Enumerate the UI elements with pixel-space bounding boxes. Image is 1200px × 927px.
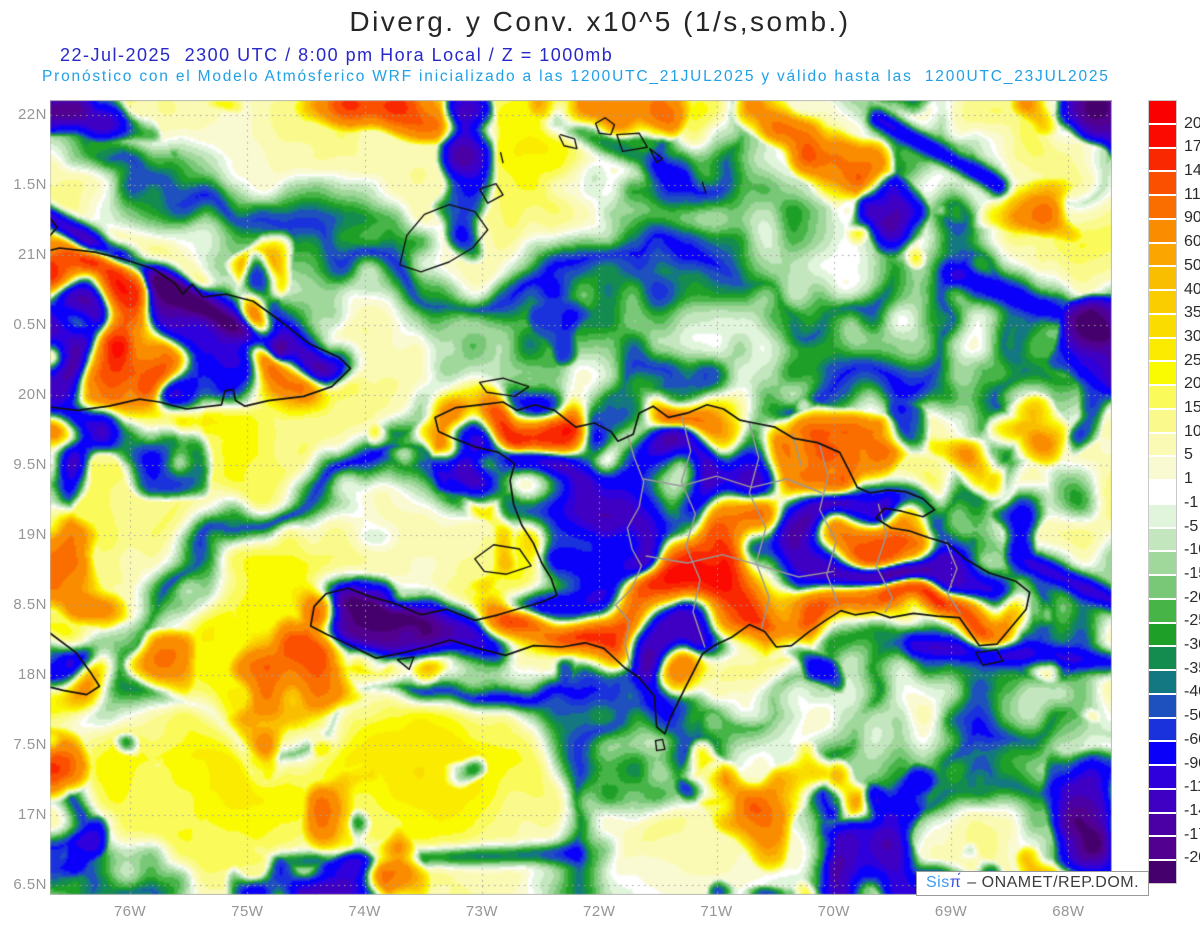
colorbar-cell [1149, 599, 1176, 624]
colorbar-tick-label: 140 [1184, 162, 1200, 180]
colorbar-tick-label: -90 [1184, 754, 1200, 772]
lat-tick-label: 9.5N [13, 456, 47, 473]
colorbar-cell [1149, 338, 1176, 363]
brand-sis: Sis [926, 874, 950, 891]
colorbar-cell [1149, 267, 1176, 291]
page-title: Diverg. y Conv. x10^5 (1/s,somb.) [349, 6, 851, 37]
lon-tick-label: 76W [113, 903, 147, 920]
lat-tick-label: 18N [17, 666, 47, 683]
colorbar-cell [1149, 362, 1176, 386]
lon-tick-label: 75W [231, 903, 264, 920]
colorbar-tick-label: -200 [1184, 849, 1200, 867]
lat-tick-label: 20N [17, 386, 47, 403]
lon-tick-label: 72W [583, 903, 616, 920]
lon-tick-label: 74W [348, 903, 381, 920]
colorbar-tick-label: 15 [1184, 399, 1200, 417]
colorbar-tick-label: -110 [1184, 778, 1200, 796]
colorbar-tick-label: -1 [1184, 493, 1199, 511]
lon-tick-label: 71W [700, 903, 733, 920]
colorbar-cell [1149, 101, 1176, 125]
colorbar-cell [1149, 766, 1176, 790]
lat-tick-label: 1.5N [13, 176, 47, 193]
colorbar-cell [1149, 433, 1176, 458]
colorbar-tick-label: 90 [1184, 209, 1200, 227]
colorbar-tick-label: -25 [1184, 612, 1200, 630]
attribution-text: – ONAMET/REP.DOM. [967, 874, 1140, 891]
divergence-map-canvas [50, 100, 1112, 895]
colorbar-tick-label: 1 [1184, 470, 1193, 488]
lat-tick-label: 7.5N [13, 736, 47, 753]
colorbar-tick-label: 5 [1184, 446, 1193, 464]
lat-tick-label: 17N [17, 806, 47, 823]
colorbar-tick-label: -20 [1184, 588, 1200, 606]
colorbar-tick-label: 170 [1184, 138, 1200, 156]
colorbar-cell [1149, 386, 1176, 410]
colorbar-cell [1149, 243, 1176, 268]
colorbar-cell [1149, 314, 1176, 339]
colorbar-cell [1149, 837, 1176, 861]
colorbar-cell [1149, 291, 1176, 315]
lon-tick-label: 69W [934, 903, 968, 920]
colorbar-cell [1149, 457, 1176, 481]
colorbar-cell [1149, 504, 1176, 529]
colorbar-cell [1149, 789, 1176, 814]
colorbar-tick-label: 35 [1184, 304, 1200, 322]
colorbar-tick-label: 40 [1184, 280, 1200, 298]
colorbar-tick-label: 50 [1184, 256, 1200, 274]
colorbar-cell [1149, 172, 1176, 196]
lon-tick-label: 73W [465, 903, 499, 920]
lon-tick-label: 68W [1052, 903, 1085, 920]
colorbar-cell [1149, 196, 1176, 220]
colorbar-tick-label: 25 [1184, 351, 1200, 369]
colorbar-cell [1149, 861, 1176, 883]
colorbar-cell [1149, 742, 1176, 766]
colorbar-tick-label: 30 [1184, 327, 1200, 345]
colorbar-tick-label: -15 [1184, 564, 1200, 582]
colorbar-cell [1149, 124, 1176, 149]
colorbar-cell [1149, 813, 1176, 838]
colorbar-cell [1149, 481, 1176, 505]
colorbar [1148, 100, 1177, 884]
colorbar-tick-label: 200 [1184, 114, 1200, 132]
subtitle-model-info: Pronóstico con el Modelo Atmósferico WRF… [42, 68, 1110, 85]
colorbar-tick-label: -140 [1184, 801, 1200, 819]
colorbar-tick-label: -10 [1184, 541, 1200, 559]
colorbar-tick-label: -50 [1184, 707, 1200, 725]
colorbar-cell [1149, 528, 1176, 553]
brand-pi-icon: π́ [949, 874, 962, 891]
colorbar-cell [1149, 148, 1176, 173]
lat-tick-label: 0.5N [13, 316, 47, 333]
colorbar-cell [1149, 694, 1176, 719]
colorbar-cell [1149, 718, 1176, 743]
lat-tick-label: 6.5N [13, 876, 47, 893]
colorbar-cell [1149, 671, 1176, 695]
colorbar-tick-label: 10 [1184, 422, 1200, 440]
colorbar-tick-label: -35 [1184, 659, 1200, 677]
colorbar-cell [1149, 623, 1176, 648]
subtitle-valid-time: 22-Jul-2025 2300 UTC / 8:00 pm Hora Loca… [60, 45, 614, 65]
colorbar-cell [1149, 409, 1176, 434]
lon-tick-label: 70W [817, 903, 850, 920]
attribution-badge: Sisπ́ – ONAMET/REP.DOM. [916, 871, 1150, 896]
colorbar-cell [1149, 219, 1176, 244]
colorbar-tick-label: 20 [1184, 375, 1200, 393]
colorbar-tick-label: -40 [1184, 683, 1200, 701]
colorbar-tick-label: -170 [1184, 825, 1200, 843]
lat-tick-label: 22N [17, 106, 47, 123]
colorbar-cell [1149, 647, 1176, 671]
colorbar-cell [1149, 552, 1176, 576]
colorbar-tick-label: -60 [1184, 730, 1200, 748]
lat-tick-label: 8.5N [13, 596, 47, 613]
lat-tick-label: 19N [17, 526, 47, 543]
colorbar-cell [1149, 576, 1176, 600]
colorbar-tick-label: 60 [1184, 233, 1200, 251]
colorbar-tick-label: -30 [1184, 636, 1200, 654]
colorbar-tick-label: 110 [1184, 185, 1200, 203]
lat-tick-label: 21N [17, 246, 47, 263]
colorbar-tick-label: -5 [1184, 517, 1199, 535]
